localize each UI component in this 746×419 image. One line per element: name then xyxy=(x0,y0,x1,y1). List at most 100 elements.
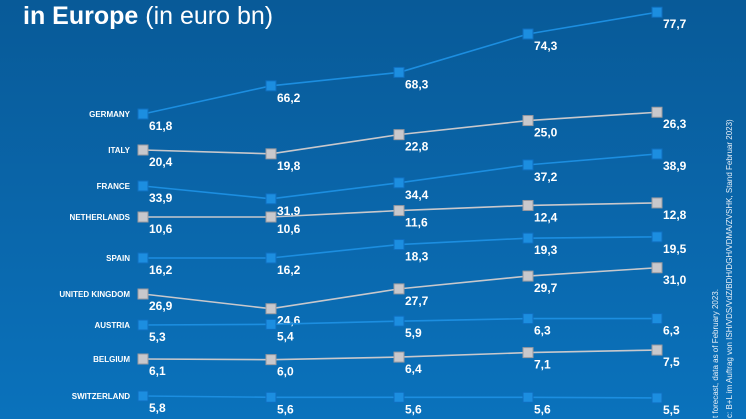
data-label: 38,9 xyxy=(663,159,687,173)
data-label: 6,3 xyxy=(663,324,680,338)
data-label: 6,3 xyxy=(534,324,551,338)
data-label: 6,4 xyxy=(405,362,422,376)
series-label: BELGIUM xyxy=(93,355,130,364)
data-marker xyxy=(265,252,277,264)
data-label: 5,9 xyxy=(405,326,422,340)
data-label: 22,8 xyxy=(405,140,429,154)
data-label: 77,7 xyxy=(663,17,687,31)
data-marker xyxy=(522,115,534,127)
data-label: 19,8 xyxy=(277,159,301,173)
data-marker xyxy=(137,144,149,156)
series-label: GERMANY xyxy=(89,110,131,119)
data-marker xyxy=(265,148,277,160)
data-marker xyxy=(265,354,277,366)
data-marker xyxy=(393,283,405,295)
data-marker xyxy=(265,211,277,223)
data-marker xyxy=(522,199,534,211)
data-marker xyxy=(137,319,149,331)
series-label: UNITED KINGDOM xyxy=(59,290,130,299)
data-marker xyxy=(393,129,405,141)
data-label: 10,6 xyxy=(149,222,173,236)
data-marker xyxy=(651,313,663,325)
data-marker xyxy=(265,391,277,403)
data-label: 26,9 xyxy=(149,299,173,313)
chart-title: in Europe (in euro bn) xyxy=(23,2,273,30)
data-label: 16,2 xyxy=(277,263,301,277)
data-marker xyxy=(522,347,534,359)
data-label: 5,5 xyxy=(663,403,680,417)
data-label: 6,1 xyxy=(149,364,166,378)
data-label: 74,3 xyxy=(534,39,558,53)
title-unit: (in euro bn) xyxy=(145,2,274,30)
data-marker xyxy=(137,252,149,264)
data-marker xyxy=(265,193,277,205)
data-label: 5,3 xyxy=(149,330,166,344)
data-label: 5,6 xyxy=(405,402,422,416)
data-label: 25,0 xyxy=(534,126,558,140)
footnote-2: c: B+L im Auftrag von ISH/VDS/VdZ/BDH/DG… xyxy=(725,119,734,418)
data-marker xyxy=(137,180,149,192)
data-marker xyxy=(651,197,663,209)
data-label: 19,5 xyxy=(663,242,687,256)
data-label: 66,2 xyxy=(277,91,301,105)
data-marker xyxy=(393,239,405,251)
data-marker xyxy=(393,315,405,327)
data-marker xyxy=(651,262,663,274)
data-label: 29,7 xyxy=(534,281,558,295)
data-label: 61,8 xyxy=(149,119,173,133)
data-label: 7,5 xyxy=(663,355,680,369)
data-label: 12,4 xyxy=(534,210,558,224)
data-marker xyxy=(393,66,405,78)
footnote-1: t forecast, data as of February 2023. xyxy=(711,289,720,418)
data-marker xyxy=(393,205,405,217)
data-label: 27,7 xyxy=(405,294,429,308)
data-label: 12,8 xyxy=(663,208,687,222)
data-label: 34,4 xyxy=(405,188,429,202)
data-label: 31,9 xyxy=(277,204,301,218)
series-label: AUSTRIA xyxy=(94,321,130,330)
data-label: 5,6 xyxy=(277,402,294,416)
data-marker xyxy=(393,351,405,363)
data-label: 6,0 xyxy=(277,365,294,379)
data-label: 20,4 xyxy=(149,155,173,169)
data-marker xyxy=(522,391,534,403)
data-label: 5,8 xyxy=(149,401,166,415)
data-marker xyxy=(265,318,277,330)
data-label: 18,3 xyxy=(405,250,429,264)
data-marker xyxy=(137,353,149,365)
title-bold: in Europe xyxy=(23,2,139,30)
data-marker xyxy=(137,390,149,402)
data-label: 5,4 xyxy=(277,329,294,343)
data-marker xyxy=(651,148,663,160)
data-label: 31,0 xyxy=(663,273,687,287)
data-marker xyxy=(651,106,663,118)
data-marker xyxy=(265,303,277,315)
data-label: 26,3 xyxy=(663,117,687,131)
data-marker xyxy=(522,232,534,244)
data-marker xyxy=(137,108,149,120)
series-line xyxy=(142,153,658,200)
data-marker xyxy=(651,344,663,356)
data-marker xyxy=(265,80,277,92)
series-label: SPAIN xyxy=(106,254,130,263)
series-label: NETHERLANDS xyxy=(70,213,131,222)
data-marker xyxy=(522,159,534,171)
series-label: ITALY xyxy=(108,146,130,155)
series-label: SWITZERLAND xyxy=(72,392,130,401)
data-marker xyxy=(137,288,149,300)
data-marker xyxy=(137,211,149,223)
data-marker xyxy=(522,28,534,40)
data-label: 16,2 xyxy=(149,263,173,277)
data-marker xyxy=(393,391,405,403)
data-label: 7,1 xyxy=(534,358,551,372)
data-marker xyxy=(393,177,405,189)
data-label: 37,2 xyxy=(534,170,558,184)
data-label: 19,3 xyxy=(534,243,558,257)
data-marker xyxy=(522,270,534,282)
data-marker xyxy=(522,313,534,325)
series-line xyxy=(142,11,658,115)
series-label: FRANCE xyxy=(97,182,131,191)
data-label: 10,6 xyxy=(277,222,301,236)
data-label: 68,3 xyxy=(405,77,429,91)
